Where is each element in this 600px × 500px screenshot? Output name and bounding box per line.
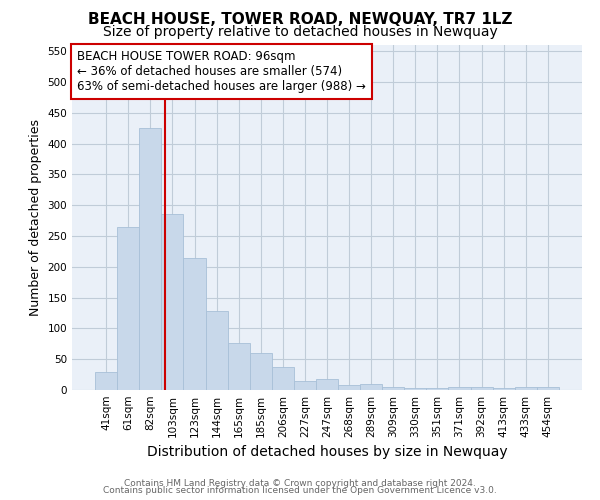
Bar xyxy=(294,381,316,390)
Bar xyxy=(250,353,272,390)
Bar xyxy=(95,372,117,390)
Text: BEACH HOUSE TOWER ROAD: 96sqm
← 36% of detached houses are smaller (574)
63% of : BEACH HOUSE TOWER ROAD: 96sqm ← 36% of d… xyxy=(77,50,366,93)
Text: Size of property relative to detached houses in Newquay: Size of property relative to detached ho… xyxy=(103,25,497,39)
Bar xyxy=(338,385,360,390)
Text: BEACH HOUSE, TOWER ROAD, NEWQUAY, TR7 1LZ: BEACH HOUSE, TOWER ROAD, NEWQUAY, TR7 1L… xyxy=(88,12,512,28)
Bar xyxy=(227,342,250,390)
Bar xyxy=(448,387,470,390)
Bar xyxy=(272,366,294,390)
Bar xyxy=(117,226,139,390)
Y-axis label: Number of detached properties: Number of detached properties xyxy=(29,119,42,316)
Text: Contains public sector information licensed under the Open Government Licence v3: Contains public sector information licen… xyxy=(103,486,497,495)
Bar xyxy=(139,128,161,390)
Bar xyxy=(537,387,559,390)
Bar xyxy=(206,311,227,390)
Bar xyxy=(316,379,338,390)
Bar xyxy=(493,388,515,390)
Bar xyxy=(470,387,493,390)
Bar xyxy=(427,388,448,390)
Bar xyxy=(382,387,404,390)
Text: Contains HM Land Registry data © Crown copyright and database right 2024.: Contains HM Land Registry data © Crown c… xyxy=(124,478,476,488)
Bar xyxy=(404,388,427,390)
Bar xyxy=(184,258,206,390)
Bar xyxy=(360,384,382,390)
Bar xyxy=(515,387,537,390)
Bar xyxy=(161,214,184,390)
X-axis label: Distribution of detached houses by size in Newquay: Distribution of detached houses by size … xyxy=(146,446,508,460)
